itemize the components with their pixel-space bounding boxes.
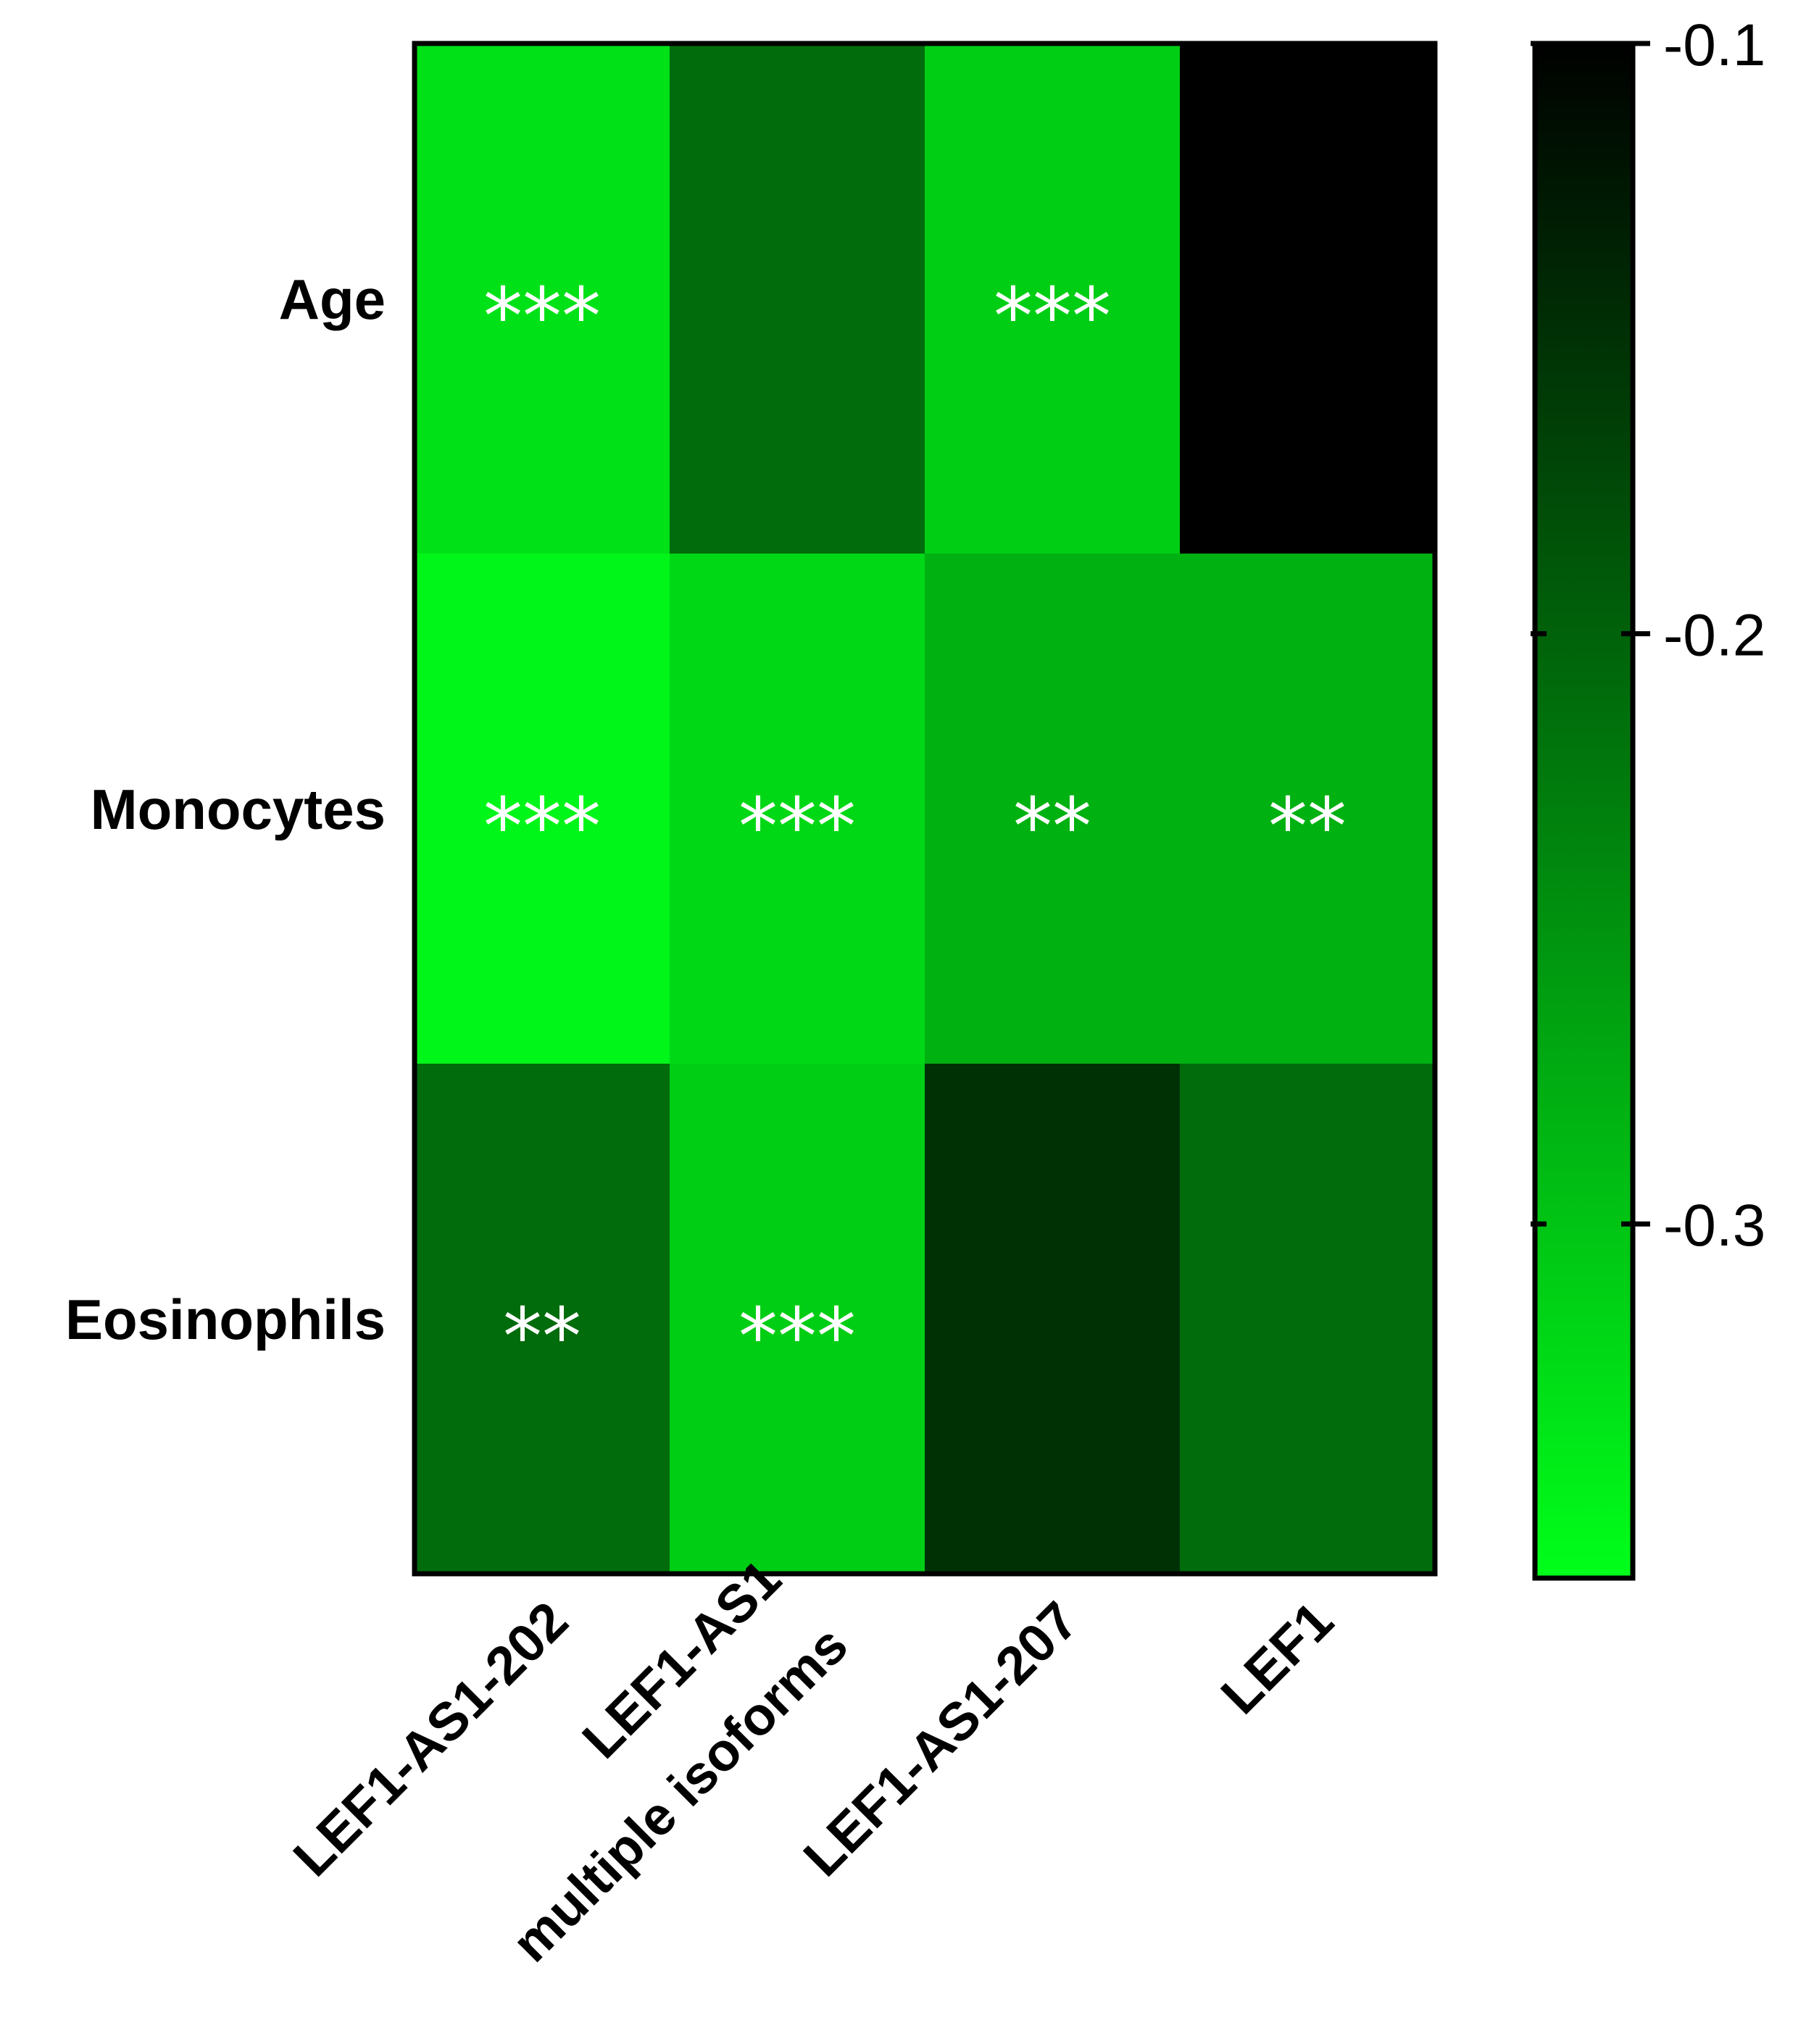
heatmap-cell-1-0 [415, 554, 670, 1064]
row-label-monocytes: Monocytes [91, 777, 386, 841]
significance-label-2-0: ** [503, 1292, 581, 1382]
column-label-0: LEF1-AS1-202 [282, 1590, 580, 1888]
significance-label-0-2: *** [994, 272, 1111, 362]
column-label-1: LEF1-AS1multiple isoforms [434, 1548, 860, 1974]
heatmap-cell-0-2 [925, 43, 1181, 554]
heatmap-cell-0-0 [415, 43, 670, 554]
heatmap-cell-2-0 [415, 1064, 670, 1574]
heatmap-cell-0-1 [670, 43, 925, 554]
significance-label-2-1: *** [738, 1292, 856, 1382]
column-label-2: LEF1-AS1-207 [792, 1590, 1090, 1888]
colorbar-gradient [1532, 41, 1636, 1581]
column-label-line: LEF1 [1210, 1590, 1345, 1726]
significance-label-1-0: *** [483, 782, 601, 872]
heatmap-cell-2-3 [1180, 1064, 1436, 1574]
heatmap-cell-2-2 [925, 1064, 1181, 1574]
significance-label-1-3: ** [1268, 782, 1347, 872]
colorbar-tick-label: -0.2 [1663, 603, 1765, 669]
column-label-3: LEF1 [1210, 1590, 1345, 1726]
significance-label-1-2: ** [1013, 782, 1091, 872]
row-labels: Age Monocytes Eosinophils [65, 267, 386, 1351]
colorbar-tick-label: -0.1 [1663, 12, 1765, 78]
significance-labels: *** ****** *** ** **** *** [483, 272, 1347, 1382]
heatmap-cell-1-2 [925, 554, 1181, 1064]
significance-label-1-1: *** [738, 782, 856, 872]
heatmap-cells [415, 43, 1436, 1574]
row-label-age: Age [279, 267, 386, 331]
colorbar-ticks: -0.1 -0.2 -0.3 [1531, 12, 1765, 1259]
heatmap-cell-1-1 [670, 554, 925, 1064]
heatmap-cell-0-3 [1180, 43, 1436, 554]
colorbar-tick-label: -0.3 [1663, 1193, 1765, 1259]
row-label-eosinophils: Eosinophils [65, 1288, 386, 1351]
significance-label-0-0: *** [483, 272, 601, 362]
column-label-line: LEF1-AS1-207 [792, 1590, 1090, 1888]
colorbar: -0.1 -0.2 -0.3 [1531, 12, 1765, 1581]
column-label-line: LEF1-AS1-202 [282, 1590, 580, 1888]
heatmap-cell-2-1 [670, 1064, 925, 1574]
heatmap-cell-1-3 [1180, 554, 1436, 1064]
heatmap-frame [412, 41, 1438, 1577]
